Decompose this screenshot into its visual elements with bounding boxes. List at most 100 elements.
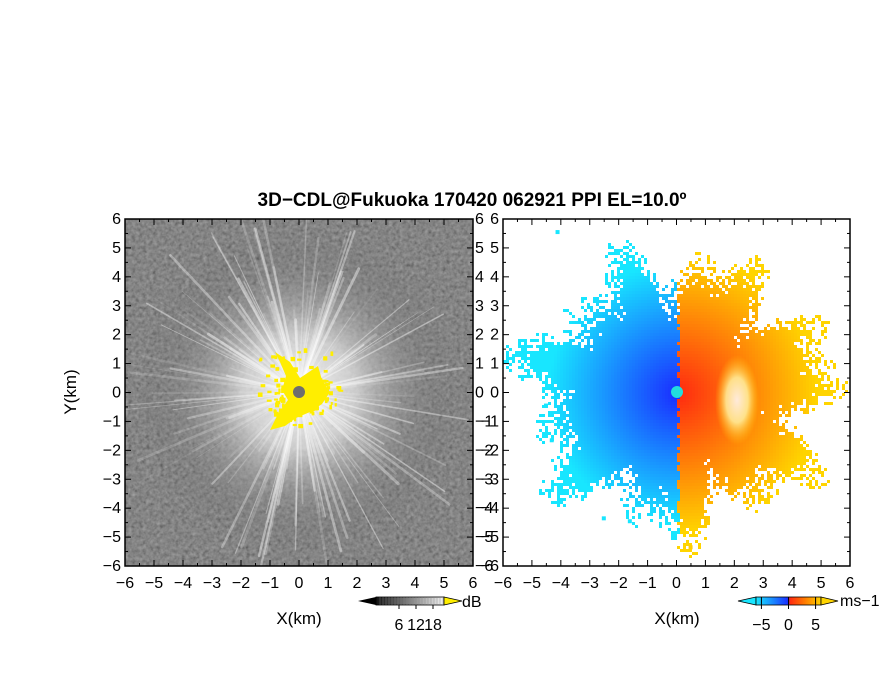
velocity-pixel — [743, 351, 746, 354]
velocity-pixel — [632, 354, 635, 357]
velocity-pixel — [662, 345, 665, 348]
velocity-pixel — [632, 276, 635, 279]
velocity-pixel — [803, 393, 806, 396]
velocity-pixel — [551, 390, 554, 393]
velocity-pixel — [614, 378, 617, 381]
velocity-pixel — [632, 315, 635, 318]
velocity-pixel — [599, 360, 602, 363]
velocity-pixel — [686, 441, 689, 444]
velocity-pixel — [764, 435, 767, 438]
velocity-pixel — [626, 324, 629, 327]
velocity-pixel — [683, 366, 686, 369]
velocity-pixel — [644, 321, 647, 324]
velocity-pixel — [566, 381, 569, 384]
velocity-pixel — [683, 387, 686, 390]
velocity-pixel — [599, 339, 602, 342]
velocity-pixel — [596, 309, 599, 312]
velocity-pixel — [674, 321, 677, 324]
velocity-pixel — [650, 369, 653, 372]
velocity-pixel — [641, 408, 644, 411]
velocity-pixel — [713, 375, 716, 378]
velocity-pixel — [806, 330, 809, 333]
velocity-pixel — [617, 285, 620, 288]
velocity-pixel — [566, 402, 569, 405]
velocity-pixel — [605, 294, 608, 297]
velocity-pixel — [701, 306, 704, 309]
velocity-pixel — [608, 378, 611, 381]
velocity-pixel — [830, 390, 833, 393]
velocity-pixel — [653, 381, 656, 384]
velocity-pixel — [581, 423, 584, 426]
velocity-pixel — [668, 390, 671, 393]
velocity-pixel — [746, 348, 749, 351]
velocity-pixel — [566, 420, 569, 423]
velocity-pixel — [698, 312, 701, 315]
velocity-pixel — [527, 351, 530, 354]
velocity-pixel — [530, 351, 533, 354]
velocity-pixel — [599, 348, 602, 351]
echo-pixel — [281, 403, 285, 408]
velocity-pixel — [803, 327, 806, 330]
velocity-pixel — [707, 303, 710, 306]
velocity-pixel — [632, 297, 635, 300]
velocity-pixel — [557, 408, 560, 411]
velocity-pixel — [707, 324, 710, 327]
velocity-pixel — [752, 360, 755, 363]
velocity-pixel — [566, 441, 569, 444]
velocity-pixel — [692, 264, 695, 267]
velocity-pixel — [824, 327, 827, 330]
velocity-pixel — [623, 423, 626, 426]
velocity-pixel — [701, 333, 704, 336]
velocity-pixel — [662, 324, 665, 327]
velocity-pixel — [701, 390, 704, 393]
velocity-pixel — [767, 369, 770, 372]
velocity-pixel — [707, 378, 710, 381]
velocity-pixel — [629, 288, 632, 291]
velocity-pixel — [560, 411, 563, 414]
velocity-pixel — [695, 291, 698, 294]
velocity-pixel — [545, 432, 548, 435]
velocity-pixel — [635, 396, 638, 399]
velocity-pixel — [797, 336, 800, 339]
velocity-pixel — [707, 420, 710, 423]
velocity-pixel — [704, 303, 707, 306]
velocity-pixel — [794, 360, 797, 363]
velocity-pixel — [608, 417, 611, 420]
velocity-pixel — [656, 351, 659, 354]
velocity-pixel — [656, 390, 659, 393]
velocity-pixel — [770, 339, 773, 342]
velocity-pixel — [668, 411, 671, 414]
velocity-pixel — [815, 348, 818, 351]
velocity-pixel — [782, 378, 785, 381]
velocity-pixel — [788, 348, 791, 351]
velocity-pixel — [644, 279, 647, 282]
velocity-pixel — [548, 357, 551, 360]
velocity-pixel — [704, 438, 707, 441]
velocity-pixel — [539, 363, 542, 366]
velocity-pixel — [716, 324, 719, 327]
velocity-pixel — [599, 369, 602, 372]
velocity-pixel — [620, 414, 623, 417]
velocity-pixel — [593, 372, 596, 375]
velocity-pixel — [680, 270, 683, 273]
velocity-pixel — [536, 435, 539, 438]
velocity-pixel — [629, 348, 632, 351]
velocity-pixel — [629, 333, 632, 336]
velocity-pixel — [563, 384, 566, 387]
echo-pixel — [266, 399, 272, 402]
velocity-pixel — [770, 345, 773, 348]
velocity-pixel — [542, 369, 545, 372]
velocity-pixel — [662, 315, 665, 318]
velocity-pixel — [668, 414, 671, 417]
velocity-pixel — [641, 393, 644, 396]
velocity-pixel — [674, 381, 677, 384]
velocity-pixel — [599, 315, 602, 318]
y-tick-label: 4 — [112, 269, 121, 286]
velocity-pixel — [701, 330, 704, 333]
velocity-pixel — [695, 411, 698, 414]
velocity-pixel — [635, 300, 638, 303]
velocity-pixel — [626, 438, 629, 441]
velocity-pixel — [689, 348, 692, 351]
velocity-pixel — [623, 426, 626, 429]
velocity-pixel — [665, 405, 668, 408]
